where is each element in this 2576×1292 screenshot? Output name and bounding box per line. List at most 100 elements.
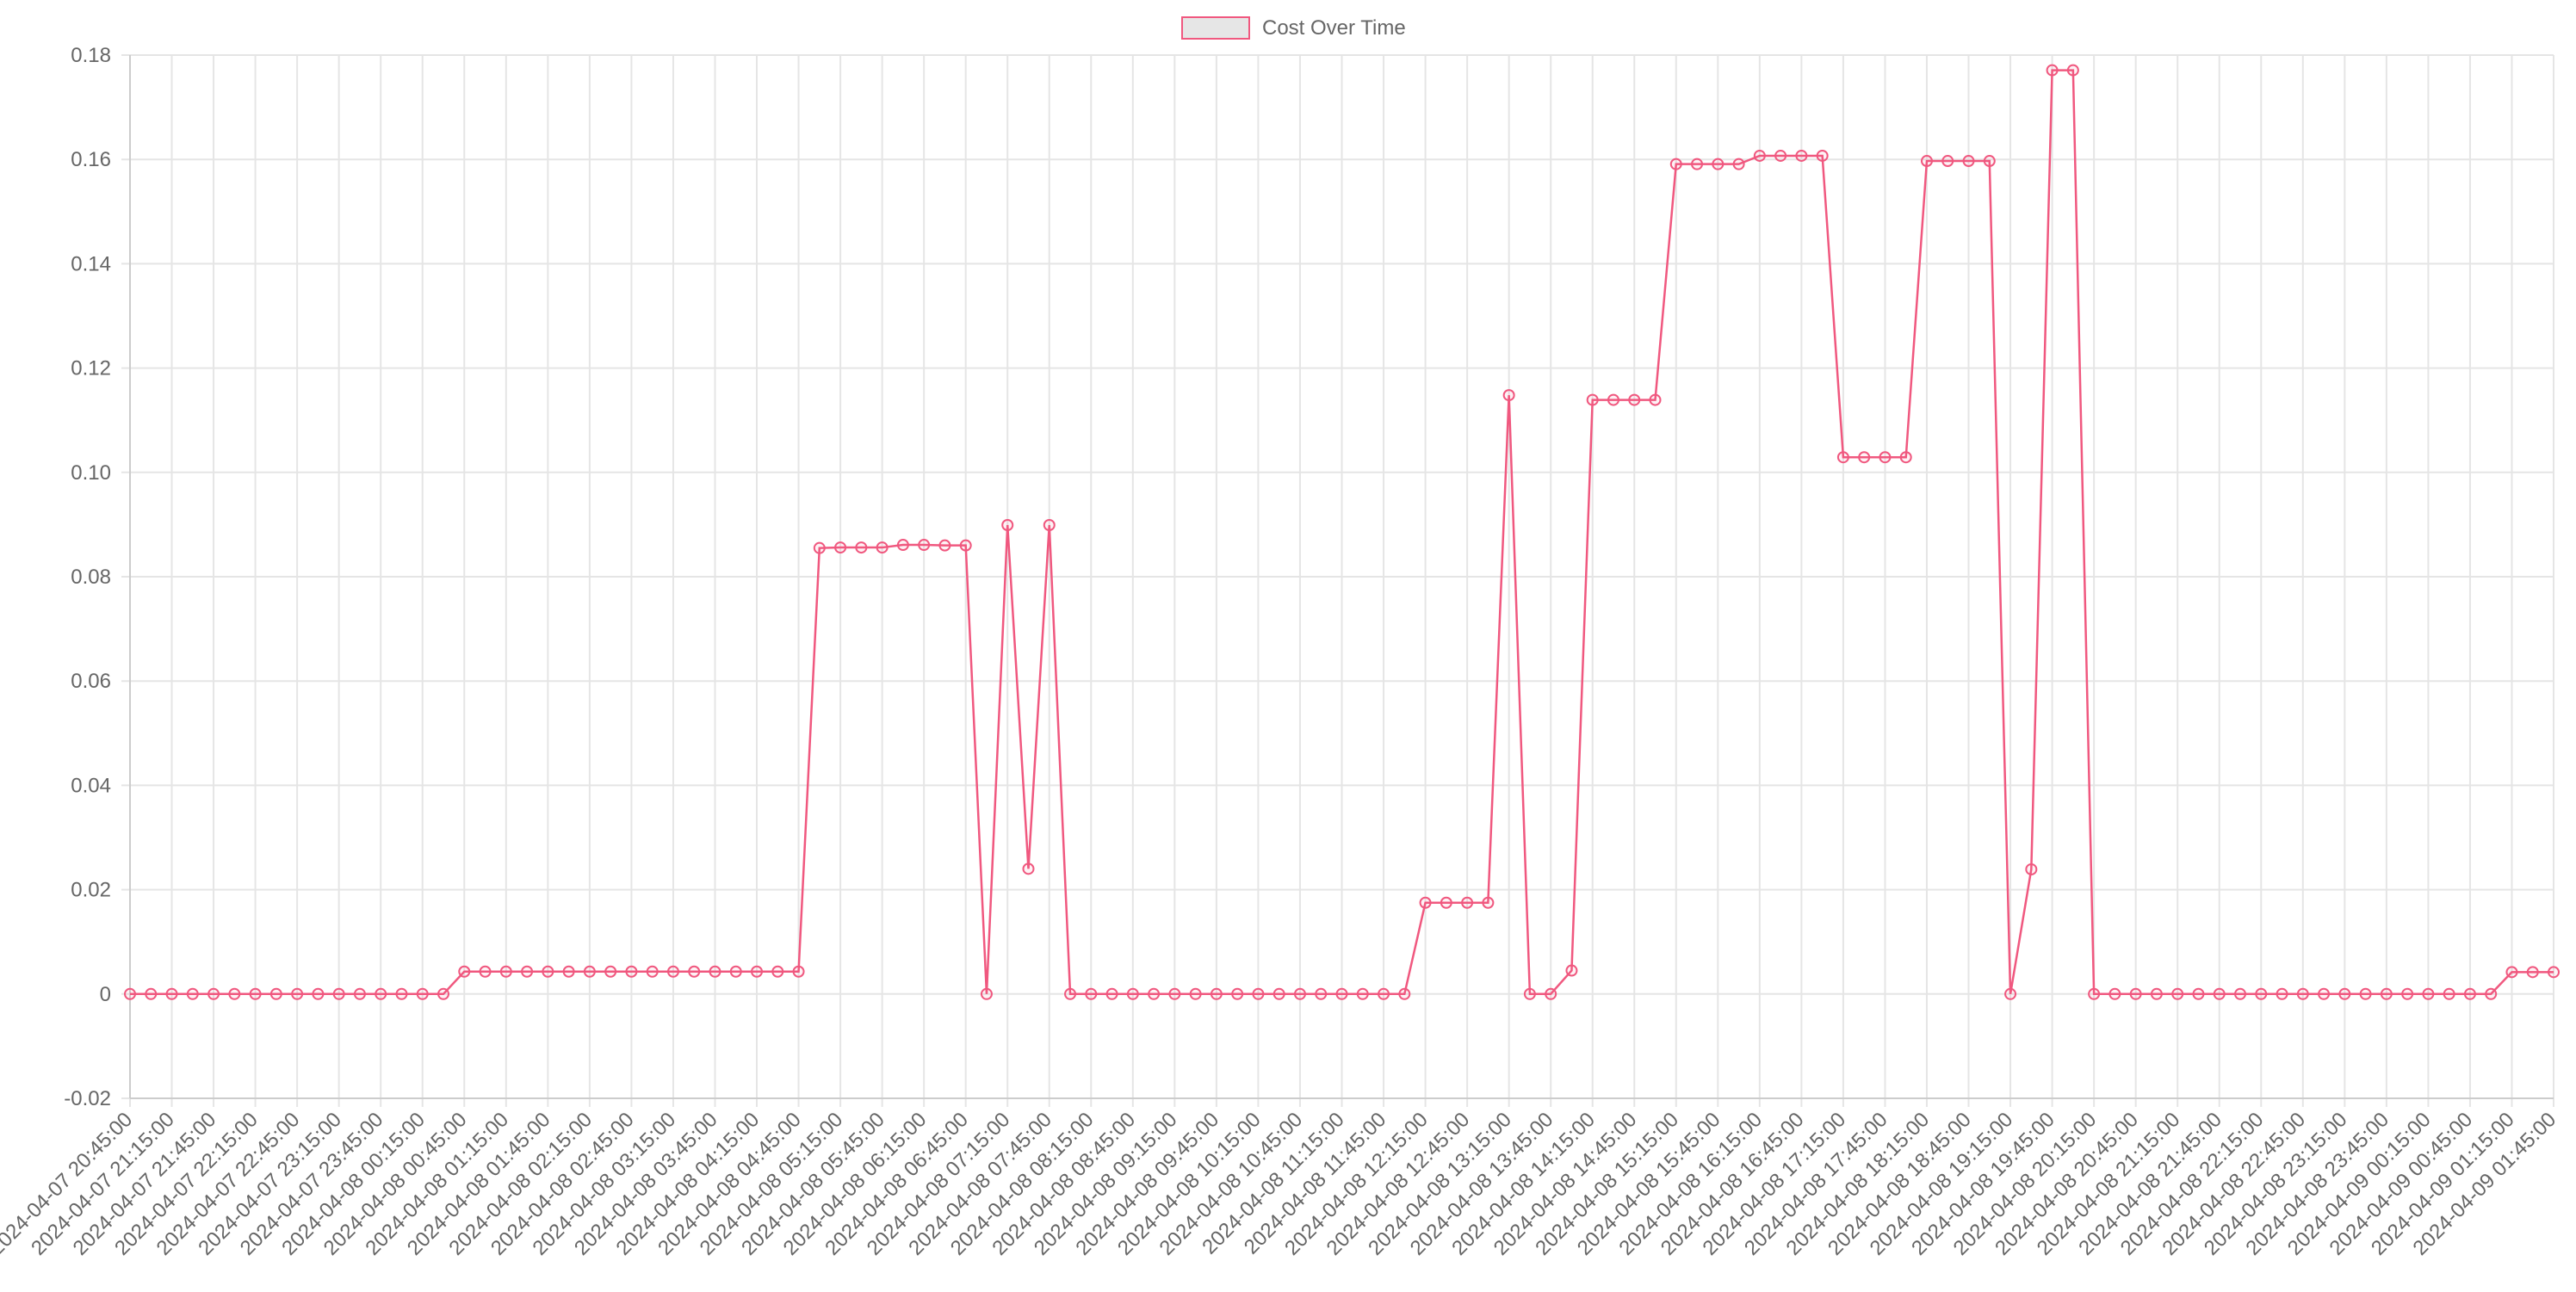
data-point[interactable] xyxy=(207,987,220,1000)
data-point[interactable] xyxy=(2276,987,2288,1000)
data-point[interactable] xyxy=(1920,155,1933,168)
data-point[interactable] xyxy=(1607,393,1619,406)
data-point[interactable] xyxy=(2318,987,2331,1000)
data-point[interactable] xyxy=(2108,987,2121,1000)
data-point[interactable] xyxy=(1335,987,1348,1000)
data-point[interactable] xyxy=(2171,987,2184,1000)
data-point[interactable] xyxy=(2255,987,2268,1000)
data-point[interactable] xyxy=(1691,158,1704,170)
data-point[interactable] xyxy=(1712,158,1725,170)
data-point[interactable] xyxy=(416,987,429,1000)
data-point[interactable] xyxy=(458,965,471,978)
data-point[interactable] xyxy=(2192,987,2205,1000)
data-point[interactable] xyxy=(395,987,408,1000)
legend-label-cost-over-time[interactable]: Cost Over Time xyxy=(1262,16,1406,40)
data-point[interactable] xyxy=(583,965,596,978)
data-point[interactable] xyxy=(876,541,889,554)
data-point[interactable] xyxy=(1378,987,1390,1000)
data-point[interactable] xyxy=(2213,987,2226,1000)
data-point[interactable] xyxy=(1816,149,1829,162)
data-point[interactable] xyxy=(1085,987,1098,1000)
data-point[interactable] xyxy=(437,987,450,1000)
data-point[interactable] xyxy=(1189,987,1202,1000)
data-point[interactable] xyxy=(1064,987,1077,1000)
data-point[interactable] xyxy=(646,965,659,978)
data-point[interactable] xyxy=(2296,987,2309,1000)
data-point[interactable] xyxy=(1628,393,1641,406)
data-point[interactable] xyxy=(291,987,304,1000)
data-point[interactable] xyxy=(1231,987,1244,1000)
data-point[interactable] xyxy=(604,965,617,978)
data-point[interactable] xyxy=(269,987,282,1000)
data-point[interactable] xyxy=(1545,987,1557,1000)
data-point[interactable] xyxy=(165,987,178,1000)
data-point[interactable] xyxy=(2463,987,2476,1000)
data-point[interactable] xyxy=(771,965,784,978)
data-point[interactable] xyxy=(332,987,345,1000)
data-point[interactable] xyxy=(625,965,638,978)
data-point[interactable] xyxy=(1482,896,1495,909)
data-point[interactable] xyxy=(1461,896,1474,909)
data-point[interactable] xyxy=(1293,987,1306,1000)
data-point[interactable] xyxy=(792,965,805,978)
data-point[interactable] xyxy=(896,539,909,552)
data-point[interactable] xyxy=(1168,987,1181,1000)
data-point[interactable] xyxy=(1899,451,1912,464)
data-point[interactable] xyxy=(1858,451,1871,464)
data-point[interactable] xyxy=(2485,987,2498,1000)
data-point[interactable] xyxy=(562,965,575,978)
data-point[interactable] xyxy=(1502,389,1515,402)
data-point[interactable] xyxy=(2401,987,2414,1000)
data-point[interactable] xyxy=(228,987,241,1000)
data-point[interactable] xyxy=(1753,149,1766,162)
data-point[interactable] xyxy=(2526,966,2539,979)
data-point[interactable] xyxy=(1356,987,1369,1000)
data-point[interactable] xyxy=(1586,393,1599,406)
data-point[interactable] xyxy=(2380,987,2393,1000)
data-point[interactable] xyxy=(938,539,951,552)
legend[interactable]: Cost Over Time xyxy=(1181,16,1406,40)
data-point[interactable] xyxy=(2129,987,2142,1000)
data-point[interactable] xyxy=(666,965,679,978)
data-point[interactable] xyxy=(1126,987,1139,1000)
data-point[interactable] xyxy=(1148,987,1161,1000)
data-point[interactable] xyxy=(688,965,701,978)
data-point[interactable] xyxy=(2359,987,2372,1000)
data-point[interactable] xyxy=(1649,393,1662,406)
data-point[interactable] xyxy=(1836,451,1849,464)
data-point[interactable] xyxy=(1398,987,1411,1000)
data-point[interactable] xyxy=(855,541,868,554)
data-point[interactable] xyxy=(186,987,199,1000)
data-point[interactable] xyxy=(2443,987,2455,1000)
data-point[interactable] xyxy=(353,987,366,1000)
legend-swatch[interactable] xyxy=(1181,16,1250,40)
data-point[interactable] xyxy=(2150,987,2163,1000)
data-point[interactable] xyxy=(1732,158,1745,170)
data-point[interactable] xyxy=(375,987,387,1000)
data-point[interactable] xyxy=(2233,987,2246,1000)
data-point[interactable] xyxy=(542,965,554,978)
data-point[interactable] xyxy=(1669,158,1682,170)
data-point[interactable] xyxy=(1210,987,1223,1000)
data-point[interactable] xyxy=(1043,519,1056,532)
data-point[interactable] xyxy=(1795,149,1808,162)
data-point[interactable] xyxy=(2025,862,2038,875)
data-point[interactable] xyxy=(1001,519,1014,532)
data-point[interactable] xyxy=(2338,987,2351,1000)
data-point[interactable] xyxy=(834,541,847,554)
data-point[interactable] xyxy=(918,539,931,552)
data-point[interactable] xyxy=(1523,987,1536,1000)
data-point[interactable] xyxy=(521,965,534,978)
data-point[interactable] xyxy=(2548,966,2560,979)
data-point[interactable] xyxy=(1565,964,1578,977)
data-point[interactable] xyxy=(2505,966,2518,979)
data-point[interactable] xyxy=(1962,155,1975,168)
data-point[interactable] xyxy=(1419,896,1432,909)
data-point[interactable] xyxy=(1315,987,1328,1000)
data-point[interactable] xyxy=(1941,155,1954,168)
data-point[interactable] xyxy=(1983,155,1996,168)
data-point[interactable] xyxy=(1105,987,1118,1000)
data-point[interactable] xyxy=(709,965,721,978)
data-point[interactable] xyxy=(312,987,325,1000)
data-point[interactable] xyxy=(2066,64,2079,77)
